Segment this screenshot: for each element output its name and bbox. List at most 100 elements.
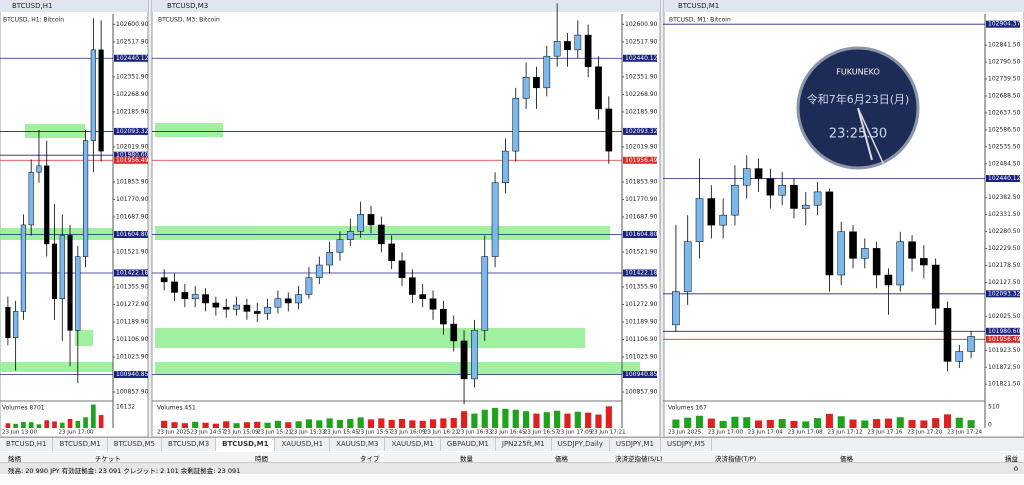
chart-tab[interactable]: USDJPY,M1 xyxy=(610,438,661,451)
level-label: 102093.32 xyxy=(625,128,658,135)
chart-tab[interactable]: XAUUSD,M1 xyxy=(385,438,441,451)
volume-bar xyxy=(884,418,892,428)
price-label: 102790.50 xyxy=(988,59,1021,66)
candle-body xyxy=(284,298,292,304)
candle-body xyxy=(801,204,810,209)
candle-body xyxy=(13,311,19,339)
column-header[interactable]: 決済逆指値(S/L) xyxy=(615,455,663,463)
price-label: 102841.50 xyxy=(988,42,1021,49)
time-label: 23 Jun 14:57 xyxy=(190,430,225,436)
column-header[interactable]: タイプ xyxy=(360,455,380,463)
volume-bar xyxy=(481,409,488,428)
chart-tab[interactable]: BTCUSD,M1 xyxy=(53,438,108,451)
candle-body xyxy=(553,41,561,57)
chart-tab[interactable]: BTCUSD,M1 xyxy=(216,438,276,451)
window-title: BTCUSD,H1 xyxy=(12,2,52,10)
candle-body xyxy=(5,306,11,339)
candle-body xyxy=(274,298,282,308)
column-header[interactable]: 価格 xyxy=(840,455,853,463)
volume-bar xyxy=(171,422,178,428)
candle-body xyxy=(766,178,775,196)
charts: BTCUSD,H1 BTCUSD, H1: Bitcoin 102600.90 102… xyxy=(0,0,1024,437)
level-tag xyxy=(986,327,1020,335)
chart-tab[interactable]: BTCUSD,H1 xyxy=(0,438,54,451)
price-label: 100857.90 xyxy=(116,389,149,396)
bid-label: 101956.49 xyxy=(116,157,149,164)
zone xyxy=(155,328,585,348)
volume-bar xyxy=(672,419,680,428)
price-label: 102600.90 xyxy=(625,21,658,28)
chart-tab[interactable]: JPN225ft,M1 xyxy=(496,438,552,451)
chart-tab[interactable]: USDJPY,M5 xyxy=(661,438,713,451)
price-label: 102351.90 xyxy=(116,73,149,80)
time-label: 23 Jun 17:00 xyxy=(59,430,94,436)
volume-bar xyxy=(814,418,822,428)
volume-bar xyxy=(202,422,209,428)
zone xyxy=(0,228,113,240)
candle-body xyxy=(398,260,406,278)
clock-hand xyxy=(857,107,873,161)
column-header[interactable]: 数量 xyxy=(460,455,473,463)
zone xyxy=(155,123,223,137)
volume-bar xyxy=(502,408,509,428)
level-tag xyxy=(114,269,148,277)
volume-bar xyxy=(36,424,42,428)
window-title: BTCUSD,M1 xyxy=(678,2,719,10)
candle-body xyxy=(543,55,551,89)
price-label: 102517.90 xyxy=(625,38,658,45)
candle-body xyxy=(82,140,89,257)
time-label: 23 Jun 17:16 xyxy=(867,430,902,436)
bid-label: 101956.49 xyxy=(988,336,1021,343)
candle-body xyxy=(719,214,727,226)
column-header[interactable]: 銘柄 xyxy=(8,455,21,463)
candle-body xyxy=(171,281,178,293)
chart-tab[interactable]: USDJPY,Daily xyxy=(552,438,610,451)
chart-tab[interactable]: GBPAUD,M1 xyxy=(441,438,496,451)
candle-body xyxy=(233,304,240,310)
chart-tab[interactable]: BTCUSD,M5 xyxy=(108,438,162,451)
time-label: 23 Jun 15:21 xyxy=(257,430,292,436)
price-label: 102127.50 xyxy=(988,279,1021,286)
price-label: 101106.90 xyxy=(116,336,149,343)
candle-body xyxy=(849,231,857,259)
column-header[interactable]: 価格 xyxy=(555,455,568,463)
chart-tab[interactable]: BTCUSD,M3 xyxy=(162,438,217,451)
column-header[interactable]: 決済指値(T/P) xyxy=(715,455,757,463)
candle-body xyxy=(44,165,50,245)
price-label: 101770.90 xyxy=(116,196,149,203)
level-label: 101422.18 xyxy=(116,269,149,276)
candle-body xyxy=(181,292,189,300)
candle-body xyxy=(884,274,893,286)
price-label: 101687.90 xyxy=(625,213,658,220)
candle-body xyxy=(160,277,168,283)
candle-body xyxy=(872,248,881,276)
price-label: 102019.90 xyxy=(116,143,149,150)
candle-body xyxy=(367,214,375,226)
status-bar xyxy=(0,475,1024,485)
volume-bar xyxy=(967,420,975,428)
volume-bar xyxy=(67,418,73,428)
profit: 0 xyxy=(1013,465,1018,473)
volume-bar xyxy=(943,414,952,428)
price-label: 101272.90 xyxy=(116,301,149,308)
price-label: 102586.50 xyxy=(988,126,1021,133)
column-header[interactable]: 損益 xyxy=(1005,455,1018,463)
volume-bar xyxy=(44,420,50,428)
chart-tab[interactable]: XAUUSD,M3 xyxy=(330,438,386,451)
price-label: 101687.90 xyxy=(116,213,149,220)
column-header[interactable]: 時間 xyxy=(255,455,268,463)
candle-body xyxy=(429,298,437,310)
price-label: 101023.90 xyxy=(625,353,658,360)
price-label: 101821.50 xyxy=(988,381,1021,388)
level-tag xyxy=(114,151,148,159)
candle-body xyxy=(742,168,751,186)
column-header[interactable]: チケット xyxy=(95,455,121,463)
candle-body xyxy=(409,277,416,295)
volume-bar xyxy=(52,421,57,428)
chart-tab[interactable]: XAUUSD,H1 xyxy=(275,438,331,451)
volume-bar xyxy=(274,420,282,428)
volume-bar xyxy=(28,422,34,428)
volume-bar xyxy=(908,420,916,428)
candle-body xyxy=(388,243,396,262)
volume-bar xyxy=(849,419,857,428)
